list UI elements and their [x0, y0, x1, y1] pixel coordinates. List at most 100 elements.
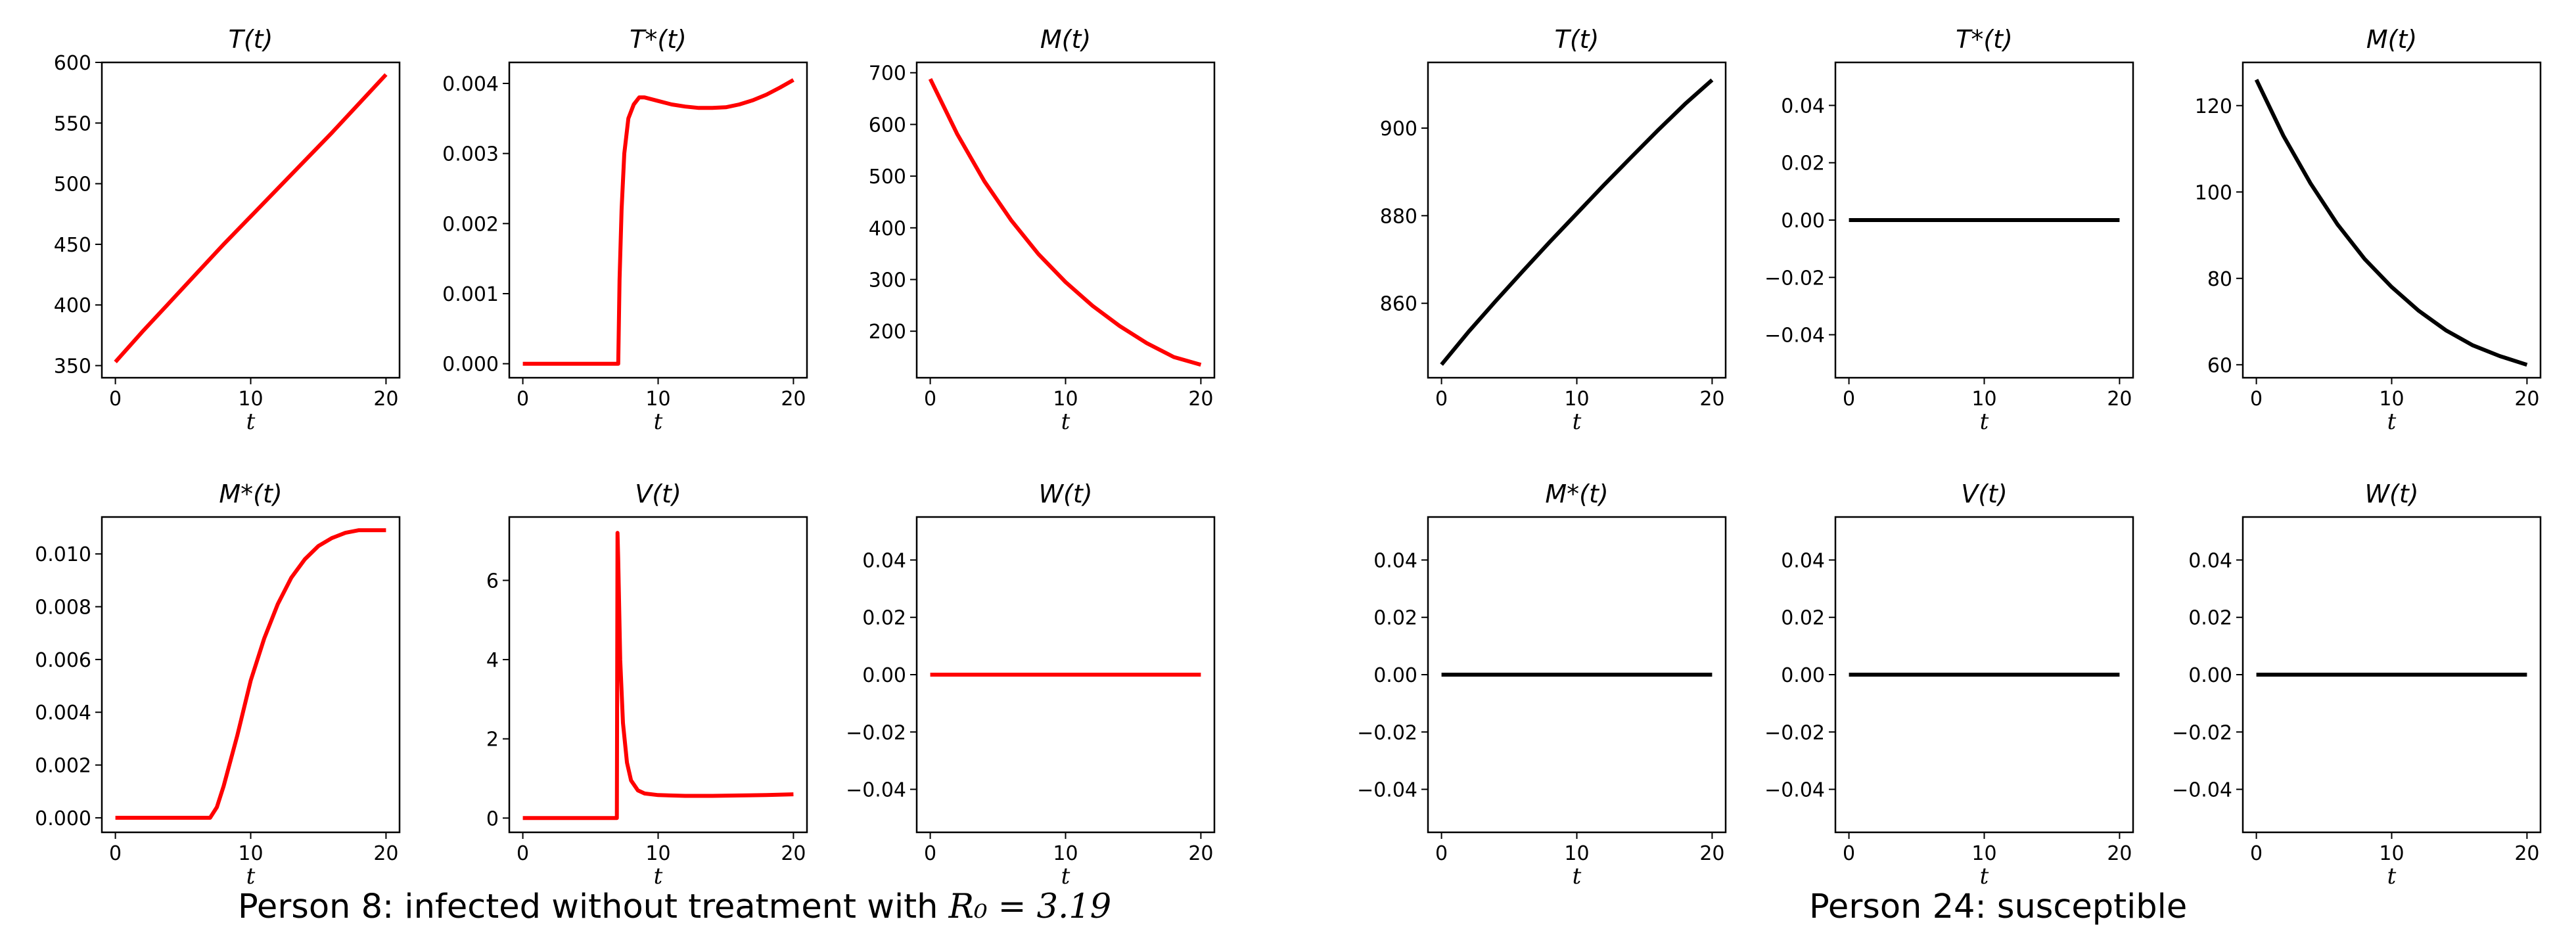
x-axis-label: t [1980, 409, 1989, 435]
x-tick-label: 10 [1053, 388, 1078, 411]
axes-frame [1427, 61, 1727, 379]
panel-title: T*(t) [1956, 25, 2013, 54]
x-tick-label: 20 [781, 842, 806, 865]
axes-frame [1427, 516, 1727, 834]
y-tick-label: 550 [54, 112, 91, 135]
panel-title: W(t) [1038, 480, 1092, 508]
caption-person-8: Person 8: infected without treatment wit… [238, 888, 1111, 926]
caption-person-8-text: Person 8: infected without treatment wit… [238, 888, 949, 926]
x-tick-label: 10 [1971, 388, 1996, 411]
y-tick-label: 0.003 [442, 143, 499, 166]
y-tick-label: 0 [486, 807, 499, 830]
y-tick-label: 2 [486, 729, 499, 752]
x-tick-label: 0 [517, 842, 529, 865]
panel-person-24-tstar: T*(t) 0 10 20 −0.04 −0.02 0.00 0.02 0.04 t [1764, 25, 2134, 435]
panel-title: V(t) [1961, 480, 2008, 508]
axes-frame [2242, 516, 2542, 834]
y-tick-label: 0.002 [442, 213, 499, 236]
y-tick-label: 350 [54, 355, 91, 378]
series-line-m [2254, 78, 2528, 367]
y-tick-label: 0.004 [35, 702, 91, 725]
y-tick-label: 0.00 [1781, 664, 1825, 687]
x-tick-label: 20 [2107, 842, 2132, 865]
x-axis-label: t [2387, 863, 2397, 889]
y-tick-label: 60 [2207, 354, 2232, 377]
series-line-t [114, 73, 388, 363]
y-tick-label: 0.000 [442, 353, 499, 376]
y-tick-label: 0.02 [1781, 607, 1825, 630]
x-tick-label: 10 [645, 388, 670, 411]
x-tick-label: 20 [1699, 842, 1724, 865]
panel-person-24-m: M(t) 0 10 20 60 80 100 120 t [2195, 25, 2542, 435]
x-axis-label: t [1980, 863, 1989, 889]
y-tick-label: −0.04 [1764, 779, 1825, 802]
y-tick-label: 300 [869, 269, 906, 292]
y-tick-label: −0.04 [846, 779, 906, 802]
y-tick-label: 0.001 [442, 283, 499, 306]
axes-frame [508, 516, 808, 834]
x-tick-label: 20 [2514, 842, 2539, 865]
y-tick-label: 80 [2207, 268, 2232, 291]
panel-title: T*(t) [630, 25, 687, 54]
caption-person-24-text: Person 24: susceptible [1809, 888, 2187, 926]
x-axis-label: t [1573, 863, 1582, 889]
y-tick-label: 0.008 [35, 596, 91, 619]
panel-person-8-w: W(t) 0 10 20 −0.04 −0.02 0.00 0.02 0.04 t [846, 480, 1216, 889]
panel-title: V(t) [635, 480, 681, 508]
x-tick-label: 10 [1053, 842, 1078, 865]
panel-title: M(t) [2366, 25, 2417, 54]
x-tick-label: 20 [1188, 388, 1213, 411]
x-tick-label: 20 [781, 388, 806, 411]
x-axis-label: t [2387, 409, 2397, 435]
series-line-tstar [522, 78, 794, 366]
axes-frame [1834, 61, 2134, 379]
x-tick-label: 10 [238, 842, 263, 865]
y-tick-label: 6 [486, 570, 499, 593]
x-axis-label: t [1061, 409, 1070, 435]
x-tick-label: 0 [924, 842, 936, 865]
x-axis-label: t [1061, 863, 1070, 889]
y-tick-label: 0.00 [2188, 664, 2232, 687]
panel-person-24-t: T(t) 0 10 20 860 880 900 t [1380, 25, 1727, 435]
y-tick-label: 0.04 [1781, 549, 1825, 572]
x-tick-label: 20 [2107, 388, 2132, 411]
y-tick-label: 600 [869, 114, 906, 137]
x-tick-label: 10 [2379, 388, 2404, 411]
panel-person-8-m: M(t) 0 10 20 200 300 400 500 600 700 t [869, 25, 1216, 435]
axes-frame [915, 516, 1216, 834]
panel-title: T(t) [1555, 25, 1599, 54]
y-tick-label: 0.04 [1373, 549, 1417, 572]
x-axis-label: t [1573, 409, 1582, 435]
axes-frame [508, 61, 808, 379]
panel-person-8-t: T(t) 0 10 20 350 400 450 500 550 600 t [54, 25, 401, 435]
y-tick-label: −0.02 [1764, 721, 1825, 744]
x-tick-label: 20 [1699, 388, 1724, 411]
axes-frame [2242, 61, 2542, 379]
y-tick-label: 0.00 [1373, 664, 1417, 687]
y-tick-label: 500 [869, 166, 906, 189]
y-tick-label: 0.000 [35, 807, 91, 830]
series-line-v [522, 531, 794, 820]
y-tick-label: 0.04 [2188, 549, 2232, 572]
x-tick-label: 20 [2514, 388, 2539, 411]
x-tick-label: 0 [1435, 842, 1448, 865]
y-tick-label: −0.02 [1764, 267, 1825, 290]
x-axis-label: t [246, 863, 256, 889]
y-tick-label: 0.02 [862, 607, 906, 630]
x-tick-label: 0 [1843, 842, 1855, 865]
x-tick-label: 0 [2250, 388, 2263, 411]
y-tick-label: 0.02 [2188, 607, 2232, 630]
y-tick-label: −0.04 [1357, 779, 1417, 802]
series-line-mstar [115, 528, 386, 820]
x-tick-label: 0 [109, 388, 122, 411]
x-tick-label: 20 [373, 388, 398, 411]
axes-frame [101, 61, 401, 379]
x-tick-label: 0 [1843, 388, 1855, 411]
panel-title: T(t) [229, 25, 273, 54]
x-tick-label: 10 [645, 842, 670, 865]
axes-frame [1834, 516, 2134, 834]
y-tick-label: 0.010 [35, 543, 91, 566]
y-tick-label: 900 [1380, 118, 1417, 141]
